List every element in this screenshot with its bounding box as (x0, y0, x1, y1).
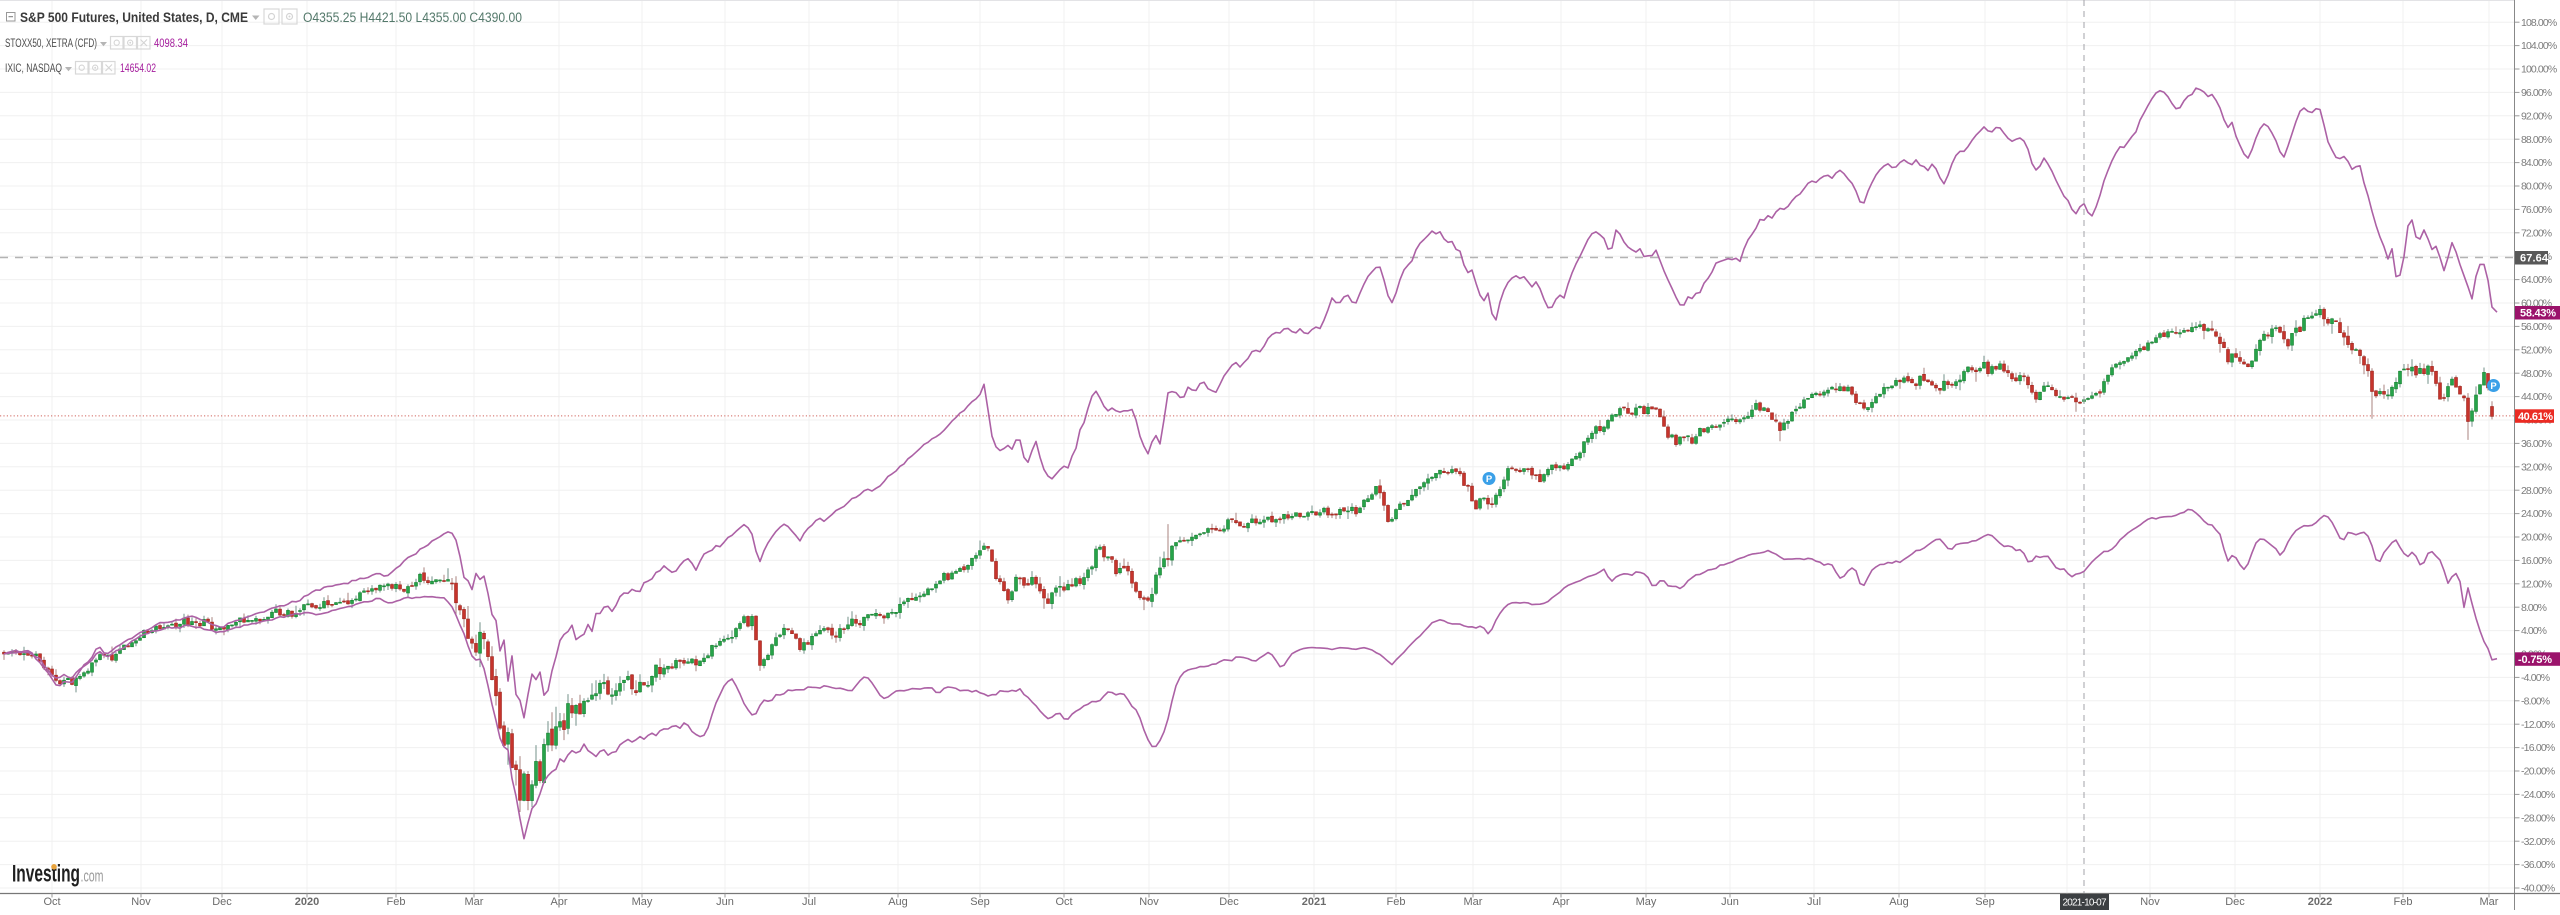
svg-text:96.00%: 96.00% (2521, 87, 2552, 99)
svg-text:-32.00%: -32.00% (2521, 836, 2555, 848)
svg-text:108.00%: 108.00% (2521, 17, 2557, 29)
svg-text:-28.00%: -28.00% (2521, 812, 2555, 824)
svg-text:64.00%: 64.00% (2521, 274, 2552, 286)
svg-text:67.64: 67.64 (2520, 253, 2549, 265)
svg-text:Nov: Nov (1139, 896, 1159, 908)
svg-text:28.00%: 28.00% (2521, 485, 2552, 497)
svg-text:-24.00%: -24.00% (2521, 789, 2555, 801)
svg-text:Oct: Oct (1055, 896, 1072, 908)
svg-text:104.00%: 104.00% (2521, 40, 2557, 52)
svg-text:2022: 2022 (2308, 896, 2332, 908)
svg-text:8.00%: 8.00% (2521, 602, 2547, 614)
svg-text:Sep: Sep (1975, 896, 1995, 908)
svg-text:Mar: Mar (465, 896, 484, 908)
svg-text:88.00%: 88.00% (2521, 134, 2552, 146)
svg-text:O4355.25 H4421.50 L4355.00: O4355.25 H4421.50 L4355.00 C4390.00 (303, 10, 522, 25)
svg-text:Feb: Feb (1387, 896, 1406, 908)
svg-text:36.00%: 36.00% (2521, 438, 2552, 450)
svg-text:2021-10-07: 2021-10-07 (2063, 898, 2107, 909)
svg-text:S&P 500 Futures, United States: S&P 500 Futures, United States, D, CME (20, 9, 248, 25)
svg-text:4.00%: 4.00% (2521, 625, 2547, 637)
svg-text:-40.00%: -40.00% (2521, 883, 2555, 895)
svg-text:Oct: Oct (43, 896, 60, 908)
svg-text:16.00%: 16.00% (2521, 555, 2552, 567)
svg-text:-20.00%: -20.00% (2521, 766, 2555, 778)
svg-text:-36.00%: -36.00% (2521, 859, 2555, 871)
svg-text:24.00%: 24.00% (2521, 508, 2552, 520)
svg-text:Nov: Nov (2140, 896, 2160, 908)
svg-text:58.43%: 58.43% (2520, 308, 2556, 320)
svg-text:P: P (2490, 381, 2497, 392)
svg-text:12.00%: 12.00% (2521, 578, 2552, 590)
svg-text:Jul: Jul (802, 896, 816, 908)
svg-text:-4.00%: -4.00% (2521, 672, 2550, 684)
svg-text:-8.00%: -8.00% (2521, 695, 2550, 707)
svg-text:84.00%: 84.00% (2521, 157, 2552, 169)
svg-text:Jun: Jun (716, 896, 734, 908)
svg-text:32.00%: 32.00% (2521, 461, 2552, 473)
svg-text:STOXX50, XETRA (CFD): STOXX50, XETRA (CFD) (5, 38, 97, 50)
svg-text:72.00%: 72.00% (2521, 227, 2552, 239)
svg-text:Investing: Investing (12, 861, 80, 888)
svg-text:Mar: Mar (1464, 896, 1483, 908)
svg-text:2021: 2021 (1302, 896, 1326, 908)
svg-text:Feb: Feb (2394, 896, 2413, 908)
svg-text:May: May (632, 896, 653, 908)
svg-text:IXIC, NASDAQ: IXIC, NASDAQ (5, 63, 62, 75)
svg-text:Nov: Nov (131, 896, 151, 908)
svg-text:Jun: Jun (1721, 896, 1739, 908)
svg-text:Dec: Dec (2225, 896, 2245, 908)
svg-text:P: P (1486, 474, 1493, 485)
svg-text:Apr: Apr (1552, 896, 1569, 908)
svg-text:20.00%: 20.00% (2521, 532, 2552, 544)
svg-text:76.00%: 76.00% (2521, 204, 2552, 216)
svg-text:Feb: Feb (387, 896, 406, 908)
svg-text:Jul: Jul (1807, 896, 1821, 908)
svg-text:44.00%: 44.00% (2521, 391, 2552, 403)
svg-text:Sep: Sep (970, 896, 990, 908)
svg-text:Dec: Dec (212, 896, 232, 908)
svg-text:Mar: Mar (2480, 896, 2499, 908)
svg-text:Dec: Dec (1219, 896, 1239, 908)
svg-text:-0.75%: -0.75% (2518, 654, 2552, 666)
svg-text:2020: 2020 (295, 896, 319, 908)
svg-text:May: May (1636, 896, 1657, 908)
svg-text:52.00%: 52.00% (2521, 344, 2552, 356)
svg-text:40.61%: 40.61% (2518, 411, 2553, 423)
svg-text:Apr: Apr (550, 896, 567, 908)
svg-text:14654.02: 14654.02 (120, 63, 156, 75)
svg-text:80.00%: 80.00% (2521, 181, 2552, 193)
svg-text:Aug: Aug (888, 896, 908, 908)
svg-text:Aug: Aug (1889, 896, 1909, 908)
svg-text:48.00%: 48.00% (2521, 368, 2552, 380)
svg-text:100.00%: 100.00% (2521, 64, 2557, 76)
svg-text:.com: .com (81, 868, 104, 886)
svg-text:56.00%: 56.00% (2521, 321, 2552, 333)
svg-text:92.00%: 92.00% (2521, 110, 2552, 122)
svg-text:-16.00%: -16.00% (2521, 742, 2555, 754)
svg-text:-12.00%: -12.00% (2521, 719, 2555, 731)
svg-text:4098.34: 4098.34 (154, 38, 188, 50)
